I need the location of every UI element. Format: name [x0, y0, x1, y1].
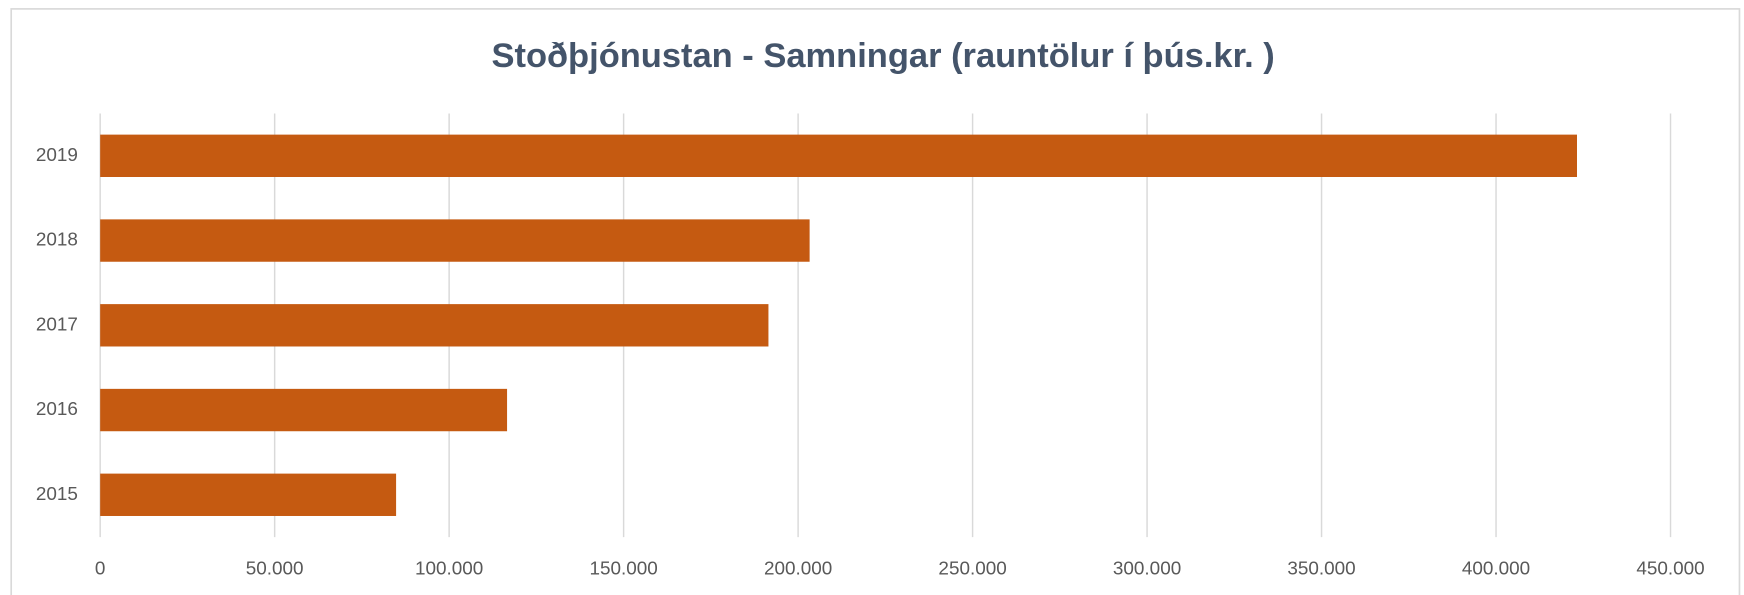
bar: [100, 473, 397, 516]
bar: [100, 388, 508, 432]
x-tick-label: 50.000: [246, 558, 304, 579]
y-tick-label: 2015: [36, 484, 78, 505]
x-tick-label: 0: [95, 558, 106, 579]
bar: [100, 304, 769, 347]
x-tick-label: 300.000: [1113, 558, 1181, 579]
x-tick-label: 150.000: [589, 558, 657, 579]
y-tick-label: 2016: [36, 399, 78, 420]
bar: [100, 219, 810, 262]
x-tick-label: 450.000: [1636, 558, 1704, 579]
x-tick-label: 200.000: [764, 558, 832, 579]
chart-title: Stoðþjónustan - Samningar (rauntölur í þ…: [491, 37, 1274, 75]
x-tick-label: 250.000: [938, 558, 1006, 579]
x-tick-label: 100.000: [415, 558, 483, 579]
x-tick-label: 350.000: [1287, 558, 1355, 579]
x-tick-label: 400.000: [1462, 558, 1530, 579]
y-tick-label: 2017: [36, 314, 78, 335]
y-tick-label: 2018: [36, 230, 78, 251]
bar: [100, 134, 1578, 177]
y-tick-label: 2019: [36, 145, 78, 166]
